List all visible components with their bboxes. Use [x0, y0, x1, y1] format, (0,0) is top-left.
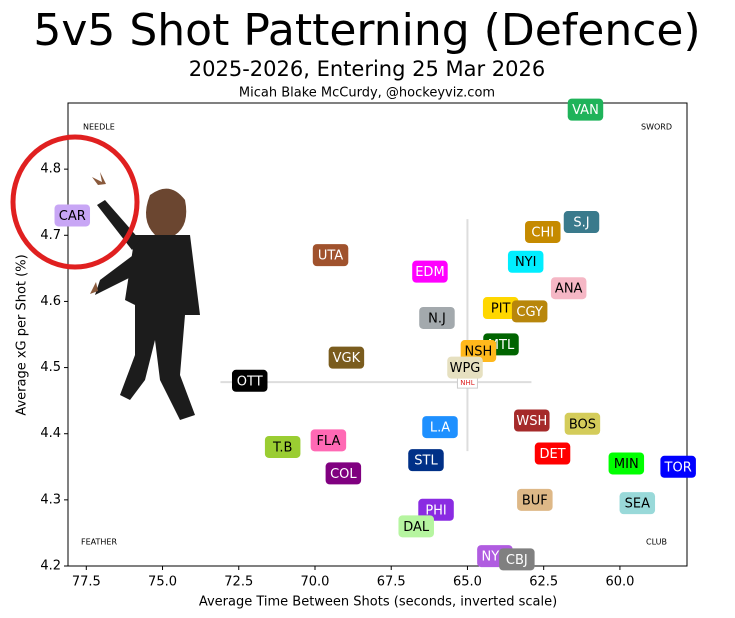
y-tick-label: 4.8: [40, 162, 61, 177]
team-marker: [550, 277, 587, 300]
team-marker: [312, 244, 349, 267]
team-label: STL: [414, 454, 438, 469]
team-label: WSH: [516, 414, 547, 429]
team-label: VAN: [572, 103, 599, 118]
corner-label: SWORD: [641, 123, 672, 132]
team-marker: [264, 435, 301, 458]
team-label: EDM: [415, 265, 444, 280]
team-marker: [660, 455, 696, 478]
team-marker: [563, 211, 600, 234]
y-tick-label: 4.4: [40, 426, 61, 441]
y-tick-label: 4.3: [40, 492, 61, 507]
x-tick-label: 72.5: [224, 575, 253, 590]
team-marker: [325, 462, 362, 485]
chart-title: 5v5 Shot Patterning (Defence): [33, 5, 700, 56]
team-marker: [54, 204, 91, 227]
team-marker: [231, 369, 268, 392]
team-marker: [310, 429, 347, 452]
team-marker: [511, 300, 548, 323]
team-label: PHI: [425, 503, 446, 518]
corner-label: FEATHER: [81, 538, 117, 547]
team-marker: [619, 492, 656, 515]
team-label: OTT: [237, 374, 263, 389]
team-marker: [499, 548, 535, 571]
team-label: TOR: [664, 460, 692, 475]
team-marker: [517, 488, 553, 511]
team-marker: [507, 250, 544, 273]
y-tick-label: 4.6: [40, 294, 61, 309]
team-label: SEA: [625, 497, 650, 512]
team-marker: [328, 346, 365, 369]
team-marker: [398, 515, 434, 538]
team-label: CAR: [59, 209, 86, 224]
team-label: MIN: [614, 457, 639, 472]
y-tick-label: 4.5: [40, 360, 61, 375]
team-label: NYI: [515, 255, 537, 270]
team-label: COL: [330, 467, 357, 482]
x-tick-label: 60.0: [605, 575, 634, 590]
team-marker: [482, 297, 519, 320]
x-tick-label: 77.5: [72, 575, 101, 590]
corner-label: NEEDLE: [83, 123, 115, 132]
team-marker: [608, 452, 645, 475]
team-marker: [412, 260, 448, 283]
team-label: FLA: [316, 434, 340, 449]
team-marker: [567, 98, 604, 121]
byline: Micah Blake McCurdy, @hockeyviz.com: [239, 86, 495, 101]
y-tick-label: 4.2: [40, 559, 61, 574]
team-marker: [525, 220, 561, 243]
chart-subtitle: 2025-2026, Entering 25 Mar 2026: [189, 57, 545, 81]
y-tick-label: 4.7: [40, 228, 61, 243]
x-tick-label: 75.0: [148, 575, 177, 590]
team-label: S.J: [573, 216, 589, 231]
team-label: PIT: [491, 302, 511, 317]
nhl-logo-text: NHL: [460, 379, 475, 387]
plot-frame: [67, 102, 688, 567]
team-marker: [564, 412, 601, 435]
x-axis-label: Average Time Between Shots (seconds, inv…: [199, 595, 557, 610]
team-marker: [514, 409, 550, 432]
team-label: DAL: [403, 520, 430, 535]
team-label: VGK: [333, 351, 361, 366]
team-marker: [460, 340, 497, 363]
team-label: BUF: [522, 493, 548, 508]
x-tick-label: 62.5: [529, 575, 558, 590]
corner-label: CLUB: [646, 538, 667, 547]
y-axis-label: Average xG per Shot (%): [15, 254, 30, 415]
team-marker: [408, 449, 444, 472]
team-label: NSH: [465, 345, 493, 360]
team-marker: [418, 498, 454, 521]
team-marker: [422, 416, 458, 439]
x-tick-label: 67.5: [377, 575, 406, 590]
x-tick-label: 70.0: [301, 575, 330, 590]
team-label: ANA: [555, 282, 583, 297]
team-label: DET: [539, 447, 565, 462]
team-label: N.J: [428, 311, 446, 326]
team-label: T.B: [272, 440, 292, 455]
team-label: L.A: [430, 421, 450, 436]
highlight-circle: [10, 134, 140, 270]
team-label: CBJ: [506, 553, 528, 568]
team-label: BOS: [569, 417, 596, 432]
x-tick-label: 65.0: [453, 575, 482, 590]
team-label: UTA: [318, 249, 343, 264]
team-label: WPG: [450, 361, 481, 376]
team-label: CGY: [516, 305, 543, 320]
team-marker: [419, 306, 455, 329]
team-marker: [447, 356, 483, 379]
meme-figure: [90, 172, 200, 420]
team-label: CHI: [531, 225, 554, 240]
team-marker: [534, 442, 571, 465]
